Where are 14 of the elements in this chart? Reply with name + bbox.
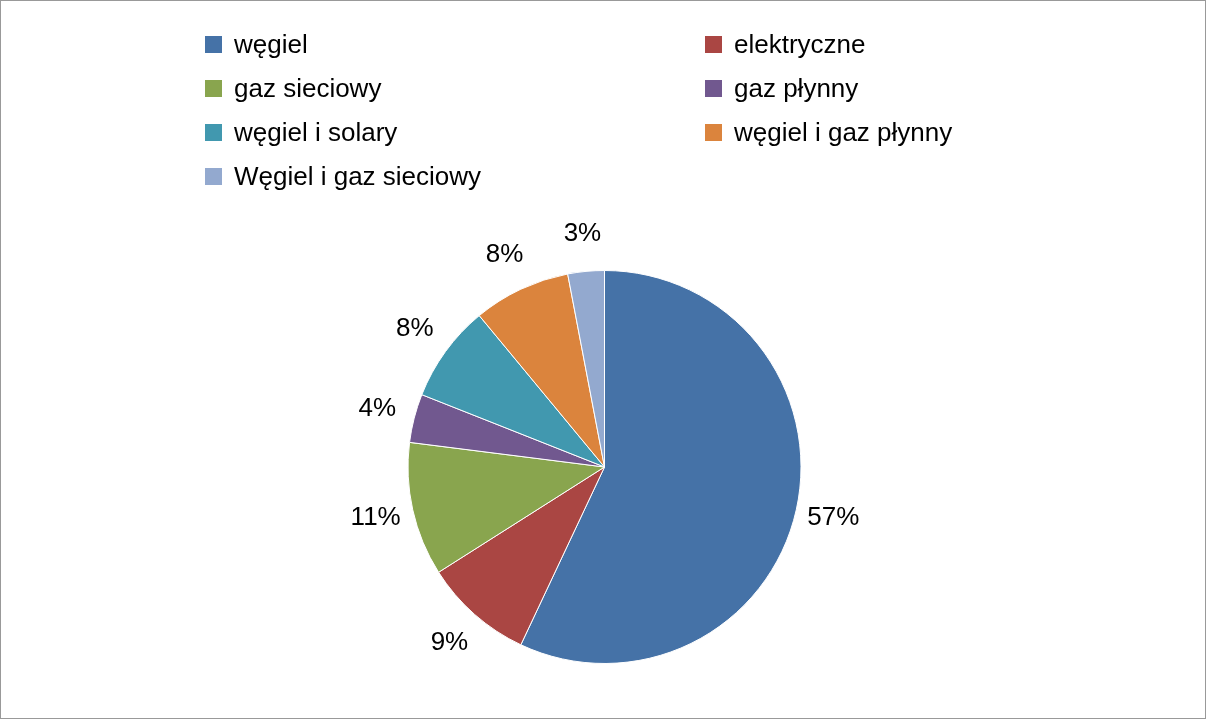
data-label: 9% bbox=[430, 626, 469, 657]
legend-label: węgiel bbox=[234, 28, 308, 60]
data-label: 57% bbox=[807, 501, 860, 532]
legend-label: węgiel i solary bbox=[234, 116, 398, 148]
legend-label: gaz płynny bbox=[734, 72, 859, 104]
legend-label: elektryczne bbox=[734, 28, 866, 60]
data-label: 8% bbox=[396, 312, 434, 343]
data-label: 8% bbox=[485, 237, 524, 268]
legend-label: gaz sieciowy bbox=[234, 72, 382, 104]
legend-label: Węgiel i gaz sieciowy bbox=[234, 160, 482, 192]
data-label: 11% bbox=[350, 501, 401, 532]
legend-label: węgiel i gaz płynny bbox=[734, 116, 953, 148]
data-label: 3% bbox=[563, 216, 602, 247]
data-label: 4% bbox=[358, 391, 397, 422]
